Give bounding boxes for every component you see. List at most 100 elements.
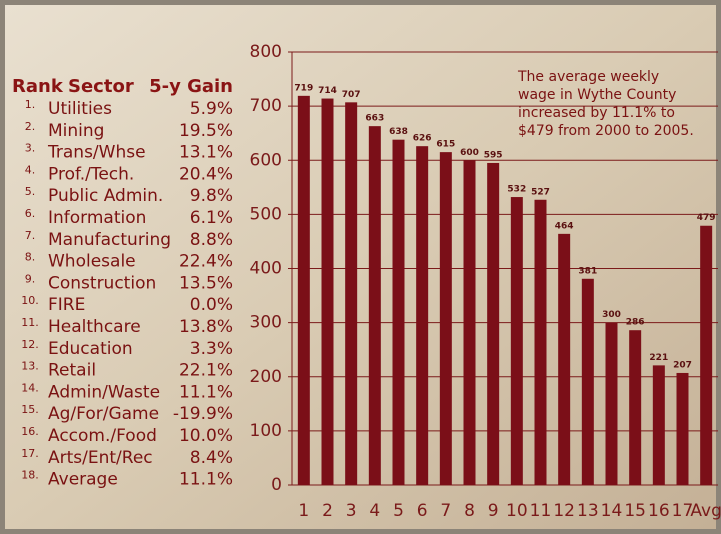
sector: FIRE — [48, 295, 85, 315]
gain: 0.0% — [190, 295, 233, 315]
y-tick-label: 200 — [250, 367, 282, 387]
gain: 11.1% — [179, 470, 233, 490]
rank: 13. — [21, 360, 39, 373]
sector: Trans/Whse — [47, 143, 146, 163]
data-label: 595 — [484, 150, 503, 160]
bar — [297, 95, 310, 485]
gain: 8.4% — [190, 448, 233, 468]
rank: 8. — [25, 251, 36, 264]
sector: Mining — [48, 121, 104, 141]
data-label: 532 — [507, 185, 526, 195]
annotation: $479 from 2000 to 2005. — [518, 123, 694, 139]
y-tick-label: 400 — [250, 259, 282, 279]
x-tick-label: 17 — [672, 501, 694, 521]
sector: Education — [48, 339, 133, 359]
bar — [652, 365, 665, 485]
bar — [700, 225, 713, 485]
bar — [439, 152, 452, 485]
bar — [629, 330, 642, 485]
gain: 10.0% — [179, 426, 233, 446]
x-tick-label: 12 — [553, 501, 575, 521]
header-rank: Rank — [12, 76, 64, 97]
sector: Utilities — [48, 99, 112, 119]
gain: 11.1% — [179, 382, 233, 402]
bar — [558, 233, 571, 485]
rank: 3. — [25, 142, 36, 155]
y-tick-label: 300 — [250, 313, 282, 333]
data-label: 663 — [365, 114, 384, 124]
bar — [510, 197, 523, 485]
bar — [581, 278, 594, 485]
background — [5, 5, 716, 529]
sector: Retail — [48, 361, 96, 381]
sector: Accom./Food — [48, 426, 157, 446]
gain: 19.5% — [179, 121, 233, 141]
annotation: increased by 11.1% to — [518, 105, 675, 121]
gain: 5.9% — [190, 99, 233, 119]
bar — [487, 162, 500, 486]
rank: 2. — [25, 120, 36, 133]
x-tick-label: 5 — [393, 501, 404, 521]
rank: 1. — [25, 98, 36, 111]
bar — [392, 139, 405, 485]
sector: Average — [48, 470, 118, 490]
annotation: wage in Wythe County — [518, 87, 676, 103]
x-tick-label: 11 — [530, 501, 552, 521]
x-tick-label: 7 — [440, 501, 451, 521]
rank: 4. — [25, 163, 36, 176]
rank: 10. — [21, 294, 39, 307]
bar — [345, 102, 358, 486]
gain: 20.4% — [179, 164, 233, 184]
bar — [605, 322, 618, 485]
data-label: 464 — [555, 221, 574, 231]
gain: -19.9% — [173, 404, 233, 424]
data-label: 719 — [294, 83, 313, 93]
bar — [321, 98, 334, 486]
data-label: 615 — [436, 140, 455, 150]
data-label: 207 — [673, 360, 692, 370]
bar — [368, 126, 381, 486]
x-tick-label: 6 — [417, 501, 428, 521]
header-gain: 5-y Gain — [149, 76, 233, 97]
rank: 17. — [21, 447, 39, 460]
data-label: 300 — [602, 310, 621, 320]
sector: Admin/Waste — [48, 382, 160, 402]
rank: 15. — [21, 403, 39, 416]
gain: 9.8% — [190, 186, 233, 206]
gain: 8.8% — [190, 230, 233, 250]
data-label: 479 — [697, 213, 716, 223]
gain: 22.1% — [179, 361, 233, 381]
rank: 16. — [21, 425, 39, 438]
gain: 6.1% — [190, 208, 233, 228]
rank: 12. — [21, 338, 39, 351]
rank: 5. — [25, 185, 36, 198]
sector: Public Admin. — [48, 186, 163, 206]
data-label: 626 — [413, 134, 432, 144]
x-tick-label: 15 — [624, 501, 646, 521]
x-tick-label: 4 — [369, 501, 380, 521]
bar — [534, 199, 547, 486]
bar — [676, 372, 689, 485]
rank: 7. — [25, 229, 36, 242]
rank: 14. — [21, 381, 39, 394]
y-tick-label: 100 — [250, 421, 282, 441]
data-label: 707 — [342, 90, 361, 100]
x-tick-label: 8 — [464, 501, 475, 521]
sector: Healthcare — [48, 317, 141, 337]
data-label: 381 — [578, 266, 597, 276]
sector: Ag/For/Game — [48, 404, 159, 424]
sector: Prof./Tech. — [48, 164, 134, 184]
annotation: The average weekly — [517, 69, 659, 85]
x-tick-label: Avg — [690, 501, 721, 521]
y-tick-label: 0 — [271, 475, 282, 495]
data-label: 527 — [531, 187, 550, 197]
sector: Wholesale — [48, 252, 136, 272]
x-tick-label: 3 — [346, 501, 357, 521]
x-tick-label: 1 — [298, 501, 309, 521]
x-tick-label: 16 — [648, 501, 670, 521]
gain: 13.5% — [179, 273, 233, 293]
x-tick-label: 2 — [322, 501, 333, 521]
header-sector: Sector — [68, 76, 134, 97]
rank: 9. — [25, 272, 36, 285]
